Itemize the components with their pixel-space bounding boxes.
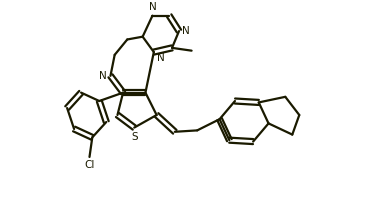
Text: S: S (131, 132, 138, 141)
Text: N: N (99, 71, 107, 81)
Text: N: N (157, 54, 165, 63)
Text: N: N (148, 2, 156, 12)
Text: N: N (182, 26, 190, 36)
Text: Cl: Cl (84, 160, 95, 170)
